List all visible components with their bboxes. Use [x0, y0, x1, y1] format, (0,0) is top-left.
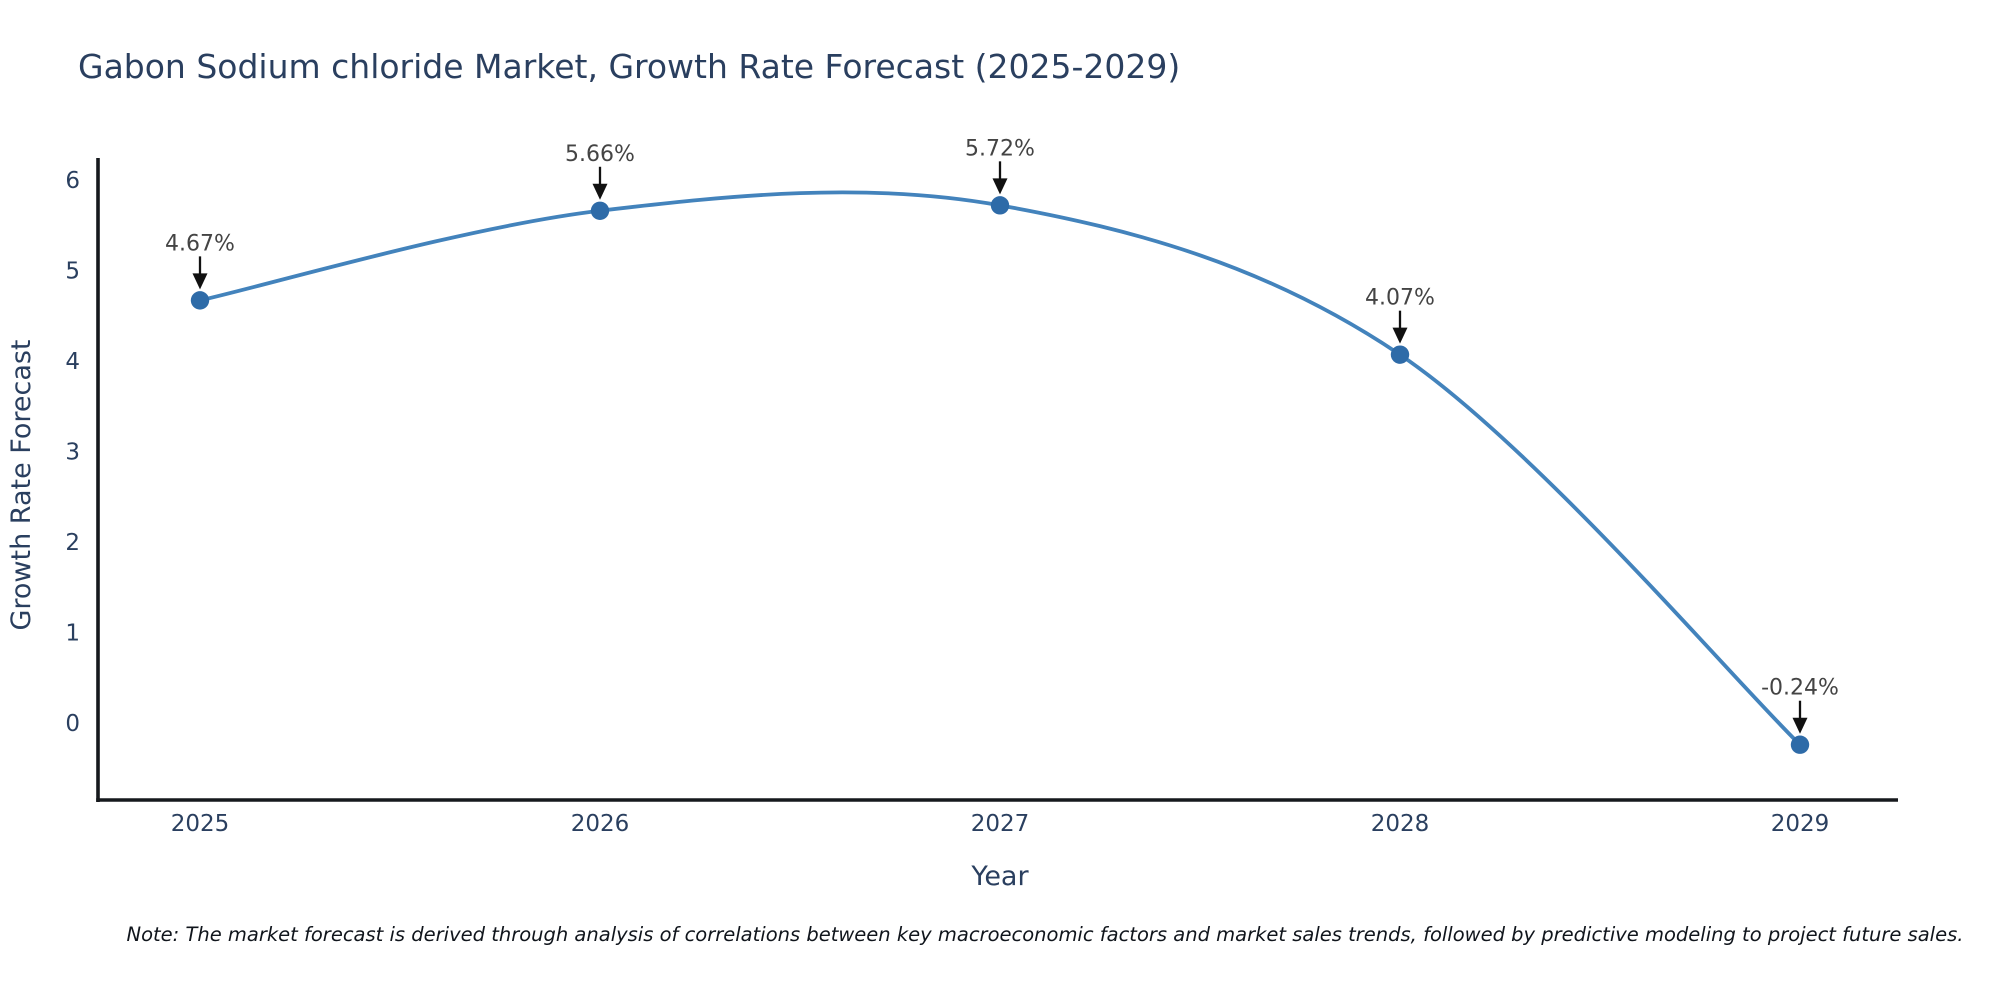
data-point-marker: [1790, 735, 1810, 754]
x-axis-title: Year: [970, 861, 1029, 892]
data-point-label: 4.07%: [1365, 286, 1435, 311]
annotation-arrowhead-icon: [992, 178, 1008, 195]
annotation-arrowhead-icon: [1392, 327, 1408, 344]
annotation-arrowhead-icon: [592, 183, 608, 200]
y-tick-label: 1: [65, 621, 80, 647]
y-tick-label: 6: [65, 168, 80, 194]
y-tick-label: 4: [65, 349, 80, 375]
data-point-marker: [990, 196, 1010, 215]
chart-title: Gabon Sodium chloride Market, Growth Rat…: [78, 47, 1180, 86]
annotation-arrowhead-icon: [192, 273, 208, 290]
x-tick-label: 2027: [971, 811, 1030, 837]
y-tick-label: 2: [65, 530, 80, 556]
data-point-marker: [190, 291, 210, 310]
data-point-label: 5.66%: [565, 142, 635, 167]
data-point-marker: [1390, 345, 1410, 364]
data-point-marker: [590, 201, 610, 220]
y-tick-label: 0: [65, 711, 80, 737]
data-point-label: 4.67%: [165, 231, 235, 256]
y-axis-tick-labels: 0 1 2 3 4 5 6: [65, 168, 80, 737]
x-tick-label: 2029: [1771, 811, 1830, 837]
annotation-arrowhead-icon: [1792, 717, 1808, 734]
forecast-line: [198, 190, 1802, 747]
y-tick-label: 5: [65, 259, 80, 285]
footnote: Note: The market forecast is derived thr…: [127, 923, 1964, 946]
x-tick-label: 2028: [1371, 811, 1430, 837]
x-tick-label: 2025: [171, 811, 230, 837]
data-point-annotations: 4.67% 5.66% 5.72% 4.07% -0.24%: [165, 136, 1839, 734]
y-axis-title: Growth Rate Forecast: [6, 339, 37, 630]
forecast-line-series: [190, 190, 1810, 754]
y-tick-label: 3: [65, 440, 80, 466]
data-point-label: -0.24%: [1761, 676, 1839, 701]
x-axis-tick-labels: 2025 2026 2027 2028 2029: [171, 811, 1830, 837]
x-tick-label: 2026: [571, 811, 630, 837]
data-point-label: 5.72%: [965, 136, 1035, 161]
